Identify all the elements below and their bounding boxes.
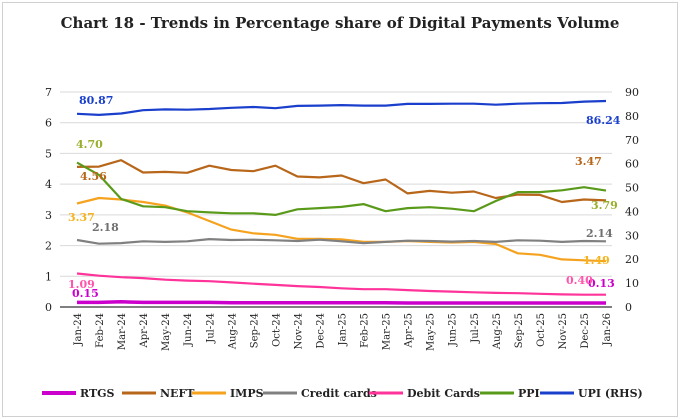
series-line-ppi (76, 161, 607, 216)
x-axis-tick: Apr-25 (404, 313, 415, 349)
right-axis-tick: 50 (625, 182, 639, 195)
x-axis-tick: Nov-25 (558, 313, 569, 350)
right-axis-tick: 30 (625, 229, 639, 242)
x-axis-tick: Mar-24 (117, 313, 128, 350)
data-label-first: 1.09 (68, 278, 95, 291)
right-axis-tick: 40 (625, 205, 639, 218)
x-axis-tick: Jan-24 (73, 313, 84, 347)
x-axis-tick: Jan-25 (338, 313, 349, 347)
data-label-last: 86.24 (586, 114, 621, 127)
data-label-last: 0.40 (566, 274, 593, 287)
x-axis-tick: May-25 (426, 313, 437, 351)
right-axis-tick: 10 (625, 277, 639, 290)
x-axis-tick: Sep-25 (514, 313, 525, 348)
data-label-first: 3.37 (68, 211, 95, 224)
left-axis-tick: 2 (45, 240, 52, 253)
legend-label: NEFT (160, 387, 195, 400)
x-axis-tick: Aug-24 (227, 313, 238, 350)
x-axis-tick: Oct-24 (271, 313, 282, 347)
left-axis-tick: 4 (45, 178, 52, 191)
x-axis-tick: Dec-24 (315, 313, 326, 349)
x-axis-tick: Feb-24 (95, 313, 106, 348)
legend-label: Debit Cards (407, 387, 480, 400)
right-axis-tick: 90 (625, 86, 639, 99)
data-label-last: 0.13 (588, 277, 615, 290)
data-label-last: 3.47 (575, 155, 602, 168)
series-line-neft (76, 159, 607, 204)
series-line-credit-cards (76, 238, 607, 245)
data-label-first: 4.56 (80, 170, 107, 183)
legend-label: PPI (518, 387, 540, 400)
x-axis-tick: Feb-25 (360, 313, 371, 348)
x-axis-tick: Oct-25 (536, 313, 547, 347)
data-label-first: 4.70 (76, 138, 103, 151)
data-label-first: 80.87 (79, 94, 113, 107)
right-axis-tick: 80 (625, 110, 639, 123)
series-line-upi-rhs- (76, 99, 607, 117)
legend-label: RTGS (80, 387, 115, 400)
right-axis-tick: 0 (625, 301, 632, 314)
left-axis-tick: 6 (45, 117, 52, 130)
x-axis-tick: Jul-25 (470, 313, 481, 344)
x-axis-tick: Dec-25 (580, 313, 591, 349)
left-axis-tick: 5 (45, 147, 52, 160)
left-axis-tick: 0 (45, 301, 52, 314)
chart-title: Chart 18 - Trends in Percentage share of… (60, 14, 620, 32)
legend-label: UPI (RHS) (578, 387, 643, 400)
left-axis-tick: 1 (45, 270, 52, 283)
legend-label: Credit cards (301, 387, 377, 400)
data-label-last: 1.49 (583, 254, 610, 267)
data-label-last: 2.14 (586, 227, 613, 240)
x-axis-tick: May-24 (161, 313, 172, 351)
series-line-rtgs (77, 300, 606, 305)
right-axis-tick: 60 (625, 158, 639, 171)
data-label-first: 2.18 (92, 221, 119, 234)
data-label-last: 3.79 (591, 199, 618, 212)
x-axis-tick: Aug-25 (492, 313, 503, 350)
x-axis-tick: Jan-26 (602, 313, 613, 347)
series-line-imps (76, 196, 607, 263)
x-axis-tick: Apr-24 (139, 313, 150, 349)
right-axis-tick: 70 (625, 134, 639, 147)
series-line-debit-cards (76, 272, 606, 296)
x-axis-tick: Jun-25 (448, 313, 459, 347)
x-axis-tick: Sep-24 (249, 313, 260, 348)
left-axis-tick: 3 (45, 209, 52, 222)
legend-label: IMPS (230, 387, 264, 400)
data-label-first: 0.15 (72, 287, 99, 300)
right-axis-tick: 20 (625, 253, 639, 266)
x-axis-tick: Nov-24 (293, 313, 304, 350)
x-axis-tick: Jul-24 (205, 313, 216, 344)
left-axis-tick: 7 (45, 86, 52, 99)
x-axis-tick: Mar-25 (382, 313, 393, 350)
x-axis-tick: Jun-24 (183, 313, 194, 347)
